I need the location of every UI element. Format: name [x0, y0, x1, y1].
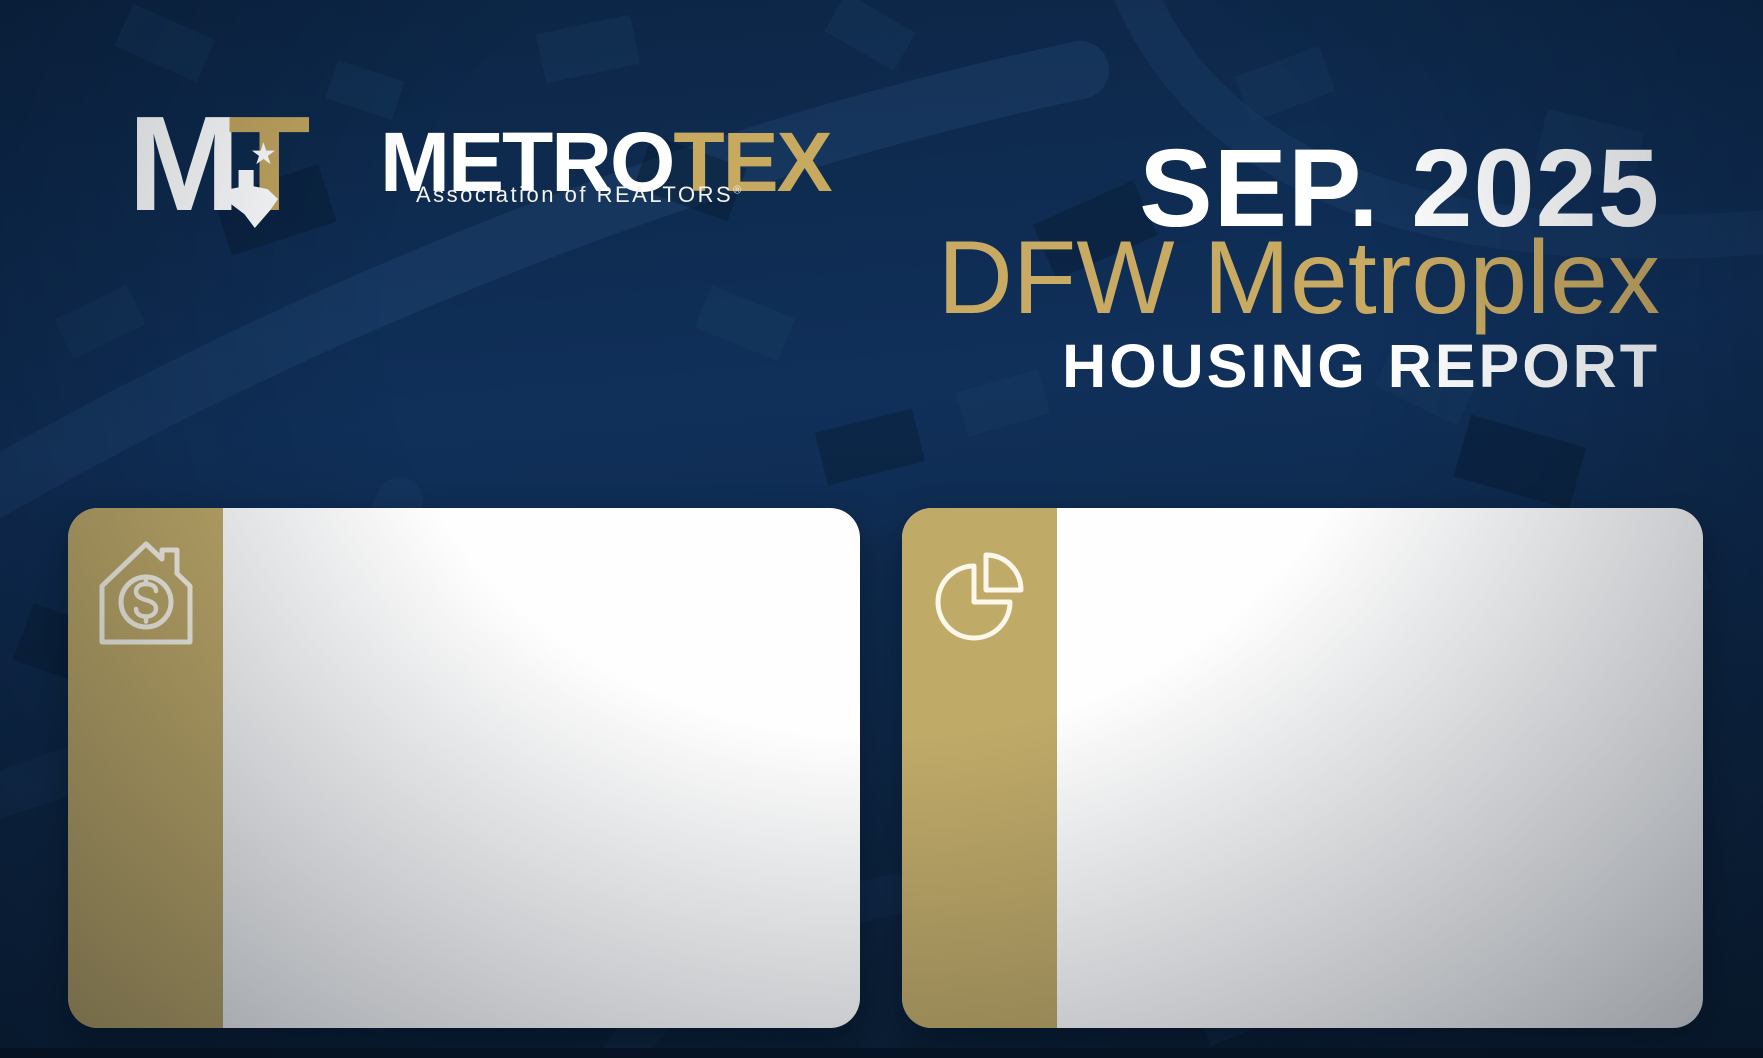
market-share-card: Market Share 27.2 % $300,000 – $399,999 — [902, 508, 1703, 1028]
house-dollar-icon — [99, 541, 193, 645]
logo-wordmark-tex: TEX — [673, 115, 832, 209]
report-region: DFW Metroplex — [937, 220, 1660, 336]
metrotex-logo-mark: M T ★ — [128, 96, 378, 231]
logo-letter-m: M — [128, 88, 240, 239]
logo-tagline-text: Association of REALTORS — [416, 182, 734, 207]
logo-wordmark: METROTEX — [380, 120, 833, 204]
report-period: SEP. 2025 — [1139, 127, 1660, 250]
pie-chart-icon — [935, 552, 1024, 641]
star-icon: ★ — [250, 138, 277, 171]
median-price-card-accent-stripe — [68, 508, 223, 1028]
market-share-card-accent-stripe — [902, 508, 1057, 1028]
logo-wordmark-metro: METRO — [380, 115, 675, 209]
logo-tagline: Association of REALTORS® — [416, 182, 744, 208]
median-price-card: Median Price $389,715 0.0 % Compared to … — [68, 508, 860, 1028]
next-row-edge — [0, 1048, 1763, 1058]
report-type: HOUSING REPORT — [1062, 332, 1660, 400]
registered-mark: ® — [733, 184, 744, 197]
